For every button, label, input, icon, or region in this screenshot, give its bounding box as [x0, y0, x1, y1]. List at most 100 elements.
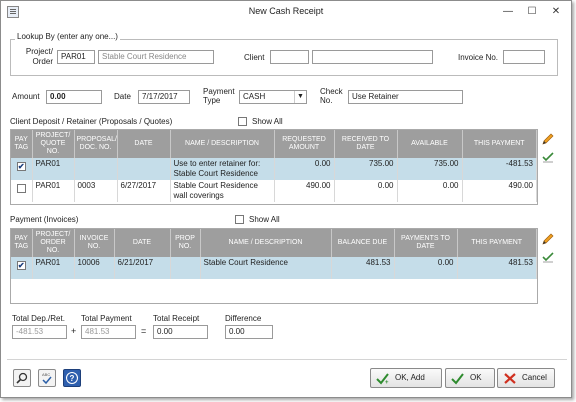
search-icon: [16, 372, 28, 384]
doc-cell: 0003: [74, 180, 118, 202]
col-date[interactable]: DATE: [117, 130, 171, 158]
col-this-payment[interactable]: THIS PAYMENT: [462, 130, 537, 158]
description-line-2: wall coverings: [173, 191, 224, 200]
col-balance-due[interactable]: BALANCE DUE: [331, 229, 395, 257]
col-proposal-doc[interactable]: PROPOSAL/ DOC. NO.: [74, 130, 118, 158]
col-this-payment[interactable]: THIS PAYMENT: [457, 229, 537, 257]
col-received[interactable]: RECEIVED TO DATE: [334, 130, 398, 158]
payment-type-label-2: Type: [203, 96, 221, 105]
col-date[interactable]: DATE: [114, 229, 171, 257]
client-label: Client: [244, 53, 265, 62]
col-payments-to-date[interactable]: PAYMENTS TO DATE: [394, 229, 458, 257]
received-cell: 0.00: [334, 180, 398, 202]
payment-type-label: Payment: [203, 87, 235, 96]
pay-tag-cell[interactable]: [11, 180, 33, 202]
equals-sign: =: [141, 326, 147, 336]
payment-type-select[interactable]: CASH ▼: [239, 90, 307, 104]
col-description[interactable]: NAME / DESCRIPTION: [170, 130, 275, 158]
lookup-group: [10, 39, 558, 76]
col-prop-no[interactable]: PROP NO.: [170, 229, 201, 257]
deposits-section-label: Client Deposit / Retainer (Proposals / Q…: [10, 117, 173, 126]
project-cell: PAR01: [32, 257, 75, 279]
chevron-down-icon[interactable]: ▼: [294, 91, 306, 103]
ok-add-button[interactable]: + OK, Add: [370, 368, 442, 388]
this-payment-cell[interactable]: 490.00: [462, 180, 537, 202]
project-label: Project/: [25, 47, 53, 56]
description-line-1: Stable Court Residence: [173, 181, 259, 190]
invoices-show-all-checkbox[interactable]: [235, 215, 244, 224]
checkmark-icon[interactable]: [541, 250, 555, 264]
client-name-input[interactable]: [312, 50, 433, 64]
ok-label: OK: [470, 373, 482, 382]
invoices-section-label: Payment (Invoices): [10, 215, 79, 224]
invoices-show-all-label: Show All: [249, 215, 280, 224]
col-description[interactable]: NAME / DESCRIPTION: [200, 229, 332, 257]
pencil-icon[interactable]: [541, 132, 555, 146]
invoices-grid: PAY TAG PROJECT/ ORDER NO. INVOICE NO. D…: [10, 228, 538, 304]
ok-button[interactable]: OK: [445, 368, 495, 388]
help-button[interactable]: ?: [63, 369, 81, 387]
date-cell: [117, 158, 171, 180]
table-row[interactable]: PAR01 0003 6/27/2017 Stable Court Reside…: [11, 180, 537, 202]
app-icon: [7, 6, 19, 18]
col-project-quote[interactable]: PROJECT/ QUOTE NO.: [32, 130, 75, 158]
close-button[interactable]: ✕: [551, 6, 561, 17]
checkmark-icon[interactable]: [541, 150, 555, 164]
payment-type-value: CASH: [243, 92, 266, 101]
checkmark-icon: [451, 373, 464, 385]
deposits-show-all-label: Show All: [252, 117, 283, 126]
col-requested[interactable]: REQUESTED AMOUNT: [274, 130, 335, 158]
invoice-no-input[interactable]: [503, 50, 545, 64]
client-code-input[interactable]: [270, 50, 309, 64]
maximize-button[interactable]: ☐: [527, 6, 537, 17]
footer-divider: [7, 359, 567, 360]
deposits-header-row: PAY TAG PROJECT/ QUOTE NO. PROPOSAL/ DOC…: [11, 130, 537, 158]
deposits-show-all-checkbox[interactable]: [238, 117, 247, 126]
pay-tag-cell[interactable]: ✔: [11, 257, 33, 279]
total-dep-label: Total Dep./Ret.: [12, 314, 65, 323]
pay-tag-cell[interactable]: ✔: [11, 158, 33, 180]
balance-cell: 481.53: [331, 257, 395, 279]
minimize-button[interactable]: —: [503, 6, 513, 17]
window-title: New Cash Receipt: [248, 6, 324, 16]
col-available[interactable]: AVAILABLE: [397, 130, 463, 158]
invoices-header-row: PAY TAG PROJECT/ ORDER NO. INVOICE NO. D…: [11, 229, 537, 257]
description-cell: Stable Court Residence: [200, 257, 332, 279]
prop-cell: [170, 257, 201, 279]
table-row[interactable]: ✔ PAR01 Use to enter retainer for: Stable…: [11, 158, 537, 180]
doc-cell: [74, 158, 118, 180]
table-row[interactable]: ✔ PAR01 10006 6/21/2017 Stable Court Res…: [11, 257, 537, 279]
col-invoice-no[interactable]: INVOICE NO.: [74, 229, 115, 257]
project-cell: PAR01: [32, 158, 75, 180]
pay-tag-checkbox[interactable]: ✔: [16, 261, 26, 270]
pay-tag-checkbox[interactable]: [16, 184, 26, 193]
project-name-input[interactable]: Stable Court Residence: [98, 50, 214, 64]
total-payment-label: Total Payment: [81, 314, 132, 323]
total-payment-input: 481.53: [81, 325, 136, 339]
check-no-input[interactable]: Use Retainer: [348, 90, 463, 104]
project-code-input[interactable]: PAR01: [57, 50, 95, 64]
amount-input[interactable]: 0.00: [46, 90, 102, 104]
date-label: Date: [114, 92, 131, 101]
invoice-cell: 10006: [74, 257, 115, 279]
pencil-icon[interactable]: [541, 232, 555, 246]
col-pay-tag[interactable]: PAY TAG: [11, 130, 33, 158]
pay-tag-checkbox[interactable]: ✔: [16, 162, 26, 171]
search-button[interactable]: [13, 369, 31, 387]
check-no-label-2: No.: [320, 96, 333, 105]
total-receipt-input: 0.00: [153, 325, 208, 339]
spell-check-button[interactable]: ABC: [38, 369, 56, 387]
description-cell: Use to enter retainer for: Stable Court R…: [170, 158, 275, 180]
close-icon: [504, 373, 516, 384]
description-line-2: Stable Court Residence: [173, 169, 259, 178]
project-cell: PAR01: [32, 180, 75, 202]
cancel-button[interactable]: Cancel: [497, 368, 555, 388]
this-payment-cell[interactable]: 481.53: [457, 257, 537, 279]
col-project-order[interactable]: PROJECT/ ORDER NO.: [32, 229, 75, 257]
col-pay-tag[interactable]: PAY TAG: [11, 229, 33, 257]
date-input[interactable]: 7/17/2017: [138, 90, 190, 104]
payments-cell: 0.00: [394, 257, 458, 279]
this-payment-cell[interactable]: -481.53: [462, 158, 537, 180]
cancel-label: Cancel: [522, 373, 547, 382]
